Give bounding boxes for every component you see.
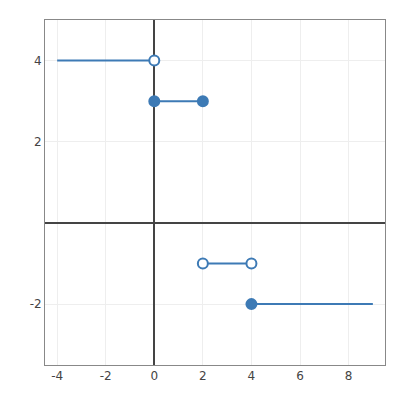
svg-text:-2: -2 — [30, 297, 42, 311]
svg-text:0: 0 — [150, 369, 158, 383]
svg-text:2: 2 — [199, 369, 207, 383]
svg-text:2: 2 — [34, 135, 42, 149]
svg-text:4: 4 — [248, 369, 256, 383]
svg-text:-4: -4 — [51, 369, 63, 383]
svg-text:6: 6 — [296, 369, 304, 383]
svg-text:-2: -2 — [100, 369, 112, 383]
svg-text:4: 4 — [34, 54, 42, 68]
svg-text:8: 8 — [345, 369, 353, 383]
